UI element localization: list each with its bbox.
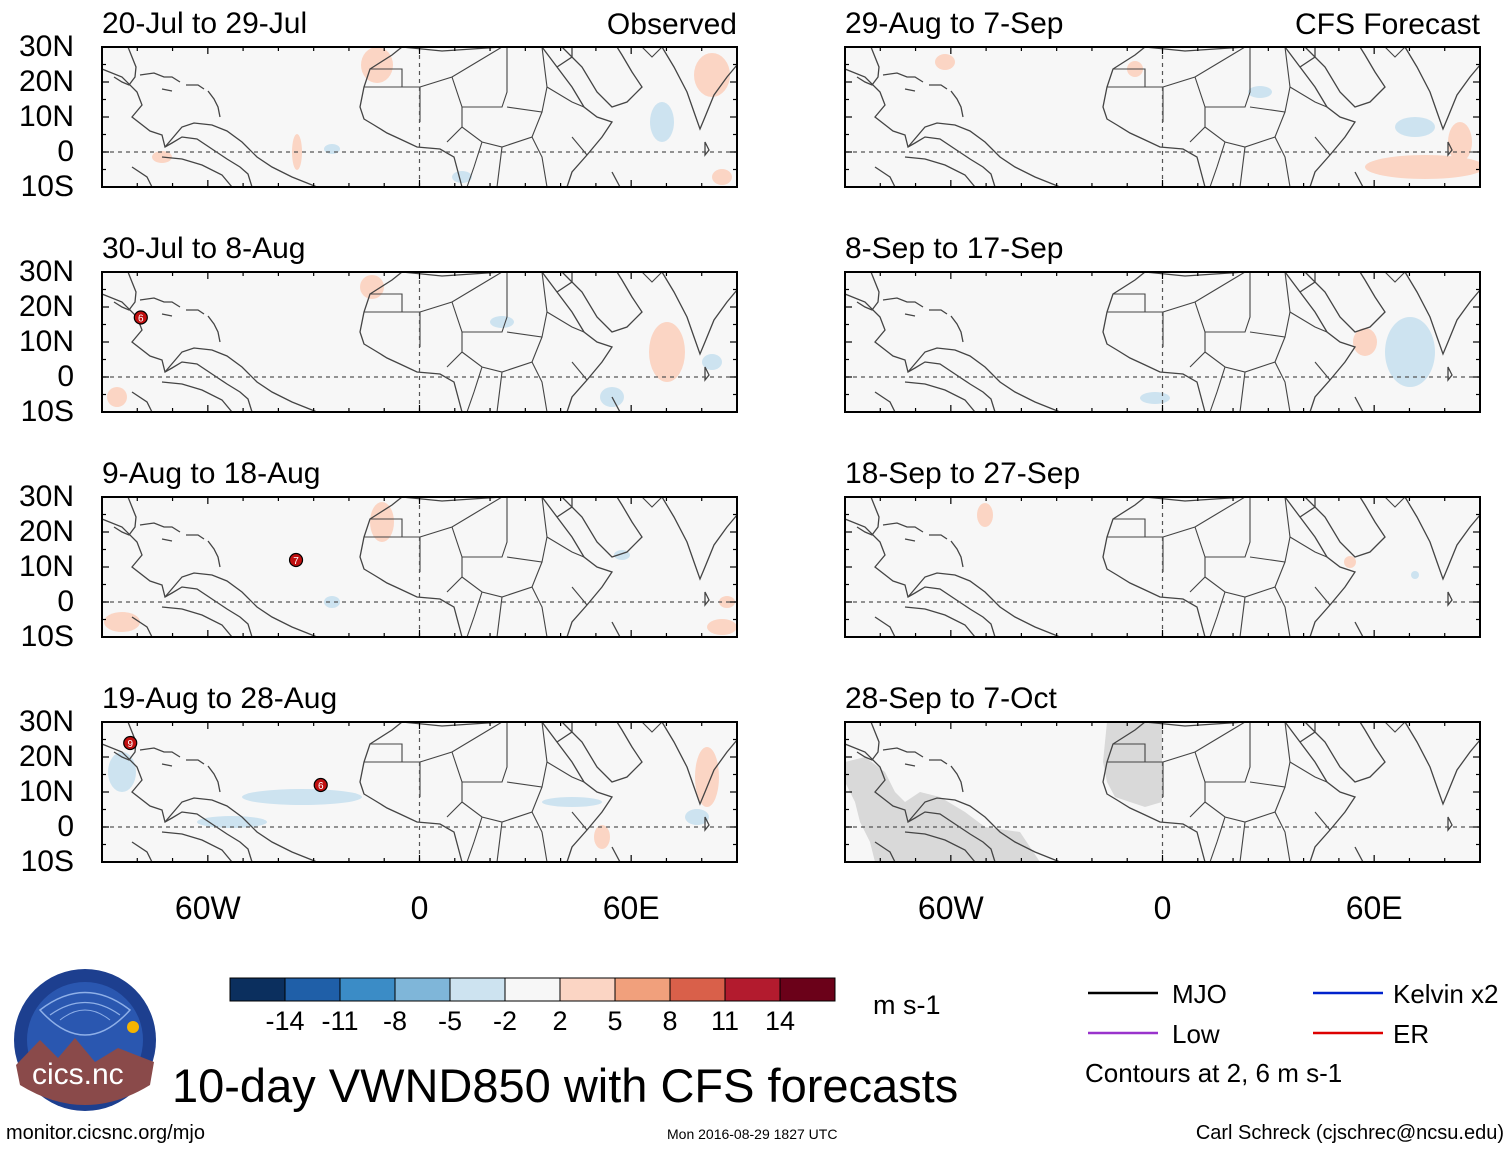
lat-label-20n: 20N	[18, 515, 74, 548]
storm-marker	[288, 552, 304, 568]
map-panel-right-4	[844, 721, 1481, 863]
panel-title-left-2: 30-Jul to 8-Aug	[102, 232, 306, 265]
panel-title-right-4: 28-Sep to 7-Oct	[845, 682, 1057, 715]
storm-marker-label: 6	[138, 314, 144, 325]
panel-title-right-2: 8-Sep to 17-Sep	[845, 232, 1064, 265]
lat-label-10n: 10N	[18, 325, 74, 358]
lat-label-0: 0	[57, 135, 74, 168]
panel-title-left-4: 19-Aug to 28-Aug	[102, 682, 338, 715]
colorbar-swatch	[614, 977, 671, 1002]
panel-label-right: CFS Forecast	[1294, 8, 1480, 41]
colorbar-swatch	[724, 977, 781, 1002]
footer-url: monitor.cicsnc.org/mjo	[6, 1122, 205, 1144]
lat-label-30n: 30N	[18, 30, 74, 63]
colorbar-tick-label: -5	[437, 1006, 462, 1036]
lat-label-10s: 10S	[20, 170, 74, 203]
colorbar-tick-label: -2	[492, 1006, 517, 1036]
lon-label-right-60w: 60W	[917, 890, 984, 926]
colorbar-tick-label: 11	[710, 1006, 740, 1036]
lat-label-10s: 10S	[20, 620, 74, 653]
colorbar-units: m s-1	[873, 990, 941, 1020]
logo-text: cics.nc	[32, 1058, 124, 1091]
lat-label-10n: 10N	[18, 775, 74, 808]
panel-label-left: Observed	[606, 8, 737, 41]
cics-logo	[14, 969, 156, 1111]
map-panel-left-3: 7	[101, 496, 738, 638]
lat-label-0: 0	[57, 585, 74, 618]
map-panel-left-4: 96	[101, 721, 738, 863]
colorbar-swatch	[449, 977, 506, 1002]
storm-marker	[133, 310, 148, 325]
storm-marker	[313, 777, 328, 793]
legend-label-low: Low	[1172, 1019, 1220, 1049]
lat-label-30n: 30N	[18, 255, 74, 288]
storm-marker	[123, 735, 138, 751]
colorbar-tick-label: 5	[607, 1006, 623, 1036]
storm-marker-label: 7	[293, 556, 299, 567]
lon-label-right-60e: 60E	[1345, 890, 1403, 926]
colorbar-tick-label: -14	[265, 1006, 305, 1036]
lat-label-20n: 20N	[18, 290, 74, 323]
colorbar-tick-label: 14	[764, 1006, 796, 1036]
colorbar-swatch	[504, 977, 561, 1002]
colorbar	[229, 977, 836, 1002]
contour-note: Contours at 2, 6 m s-1	[1085, 1058, 1343, 1088]
colorbar-tick-label: -8	[382, 1006, 407, 1036]
legend-label-er: ER	[1393, 1019, 1430, 1049]
colorbar-tick-label: -11	[321, 1006, 359, 1036]
lat-label-0: 0	[57, 360, 74, 393]
mountain-icon	[16, 1038, 154, 1105]
footer-author: Carl Schreck (cjschrec@ncsu.edu)	[1195, 1122, 1504, 1144]
lon-label-left-0: 0	[410, 890, 429, 926]
colorbar-swatch	[229, 977, 286, 1002]
panel-title-left-1: 20-Jul to 29-Jul	[102, 7, 308, 40]
colorbar-tick-label: 8	[662, 1006, 678, 1036]
map-panel-right-3	[844, 496, 1481, 638]
colorbar-swatch	[394, 977, 451, 1002]
lat-label-30n: 30N	[18, 705, 74, 738]
colorbar-swatch	[559, 977, 616, 1002]
legend-label-kelvin: Kelvin x2	[1393, 979, 1499, 1009]
panel-title-left-3: 9-Aug to 18-Aug	[102, 457, 321, 490]
map-panel-right-1	[844, 46, 1481, 188]
panel-title-right-3: 18-Sep to 27-Sep	[845, 457, 1081, 490]
colorbar-tick-label: 2	[552, 1006, 568, 1036]
colorbar-swatch	[669, 977, 726, 1002]
lon-label-left-60w: 60W	[174, 890, 241, 926]
lat-label-10s: 10S	[20, 395, 74, 428]
lat-label-10n: 10N	[18, 550, 74, 583]
colorbar-swatch	[779, 977, 836, 1002]
lat-label-10n: 10N	[18, 100, 74, 133]
colorbar-swatch	[284, 977, 341, 1002]
footer-timestamp: Mon 2016-08-29 1827 UTC	[667, 1126, 838, 1142]
storm-marker-label: 6	[318, 781, 324, 792]
sun-icon	[127, 1021, 139, 1033]
map-panel-left-1	[101, 46, 738, 188]
lat-label-20n: 20N	[18, 740, 74, 773]
lat-label-10s: 10S	[20, 845, 74, 878]
lon-label-right-0: 0	[1153, 890, 1172, 926]
lat-label-30n: 30N	[18, 480, 74, 513]
lon-label-left-60e: 60E	[602, 890, 660, 926]
colorbar-swatch	[339, 977, 396, 1002]
panel-title-right-1: 29-Aug to 7-Sep	[845, 7, 1064, 40]
lat-label-20n: 20N	[18, 65, 74, 98]
legend-lines	[1088, 991, 1383, 1035]
main-title: 10-day VWND850 with CFS forecasts	[172, 1059, 959, 1112]
map-panel-left-2: 6	[101, 271, 738, 413]
lat-label-0: 0	[57, 810, 74, 843]
map-panel-right-2	[844, 271, 1481, 413]
legend-label-mjo: MJO	[1172, 979, 1227, 1009]
storm-marker-label: 9	[127, 739, 133, 750]
